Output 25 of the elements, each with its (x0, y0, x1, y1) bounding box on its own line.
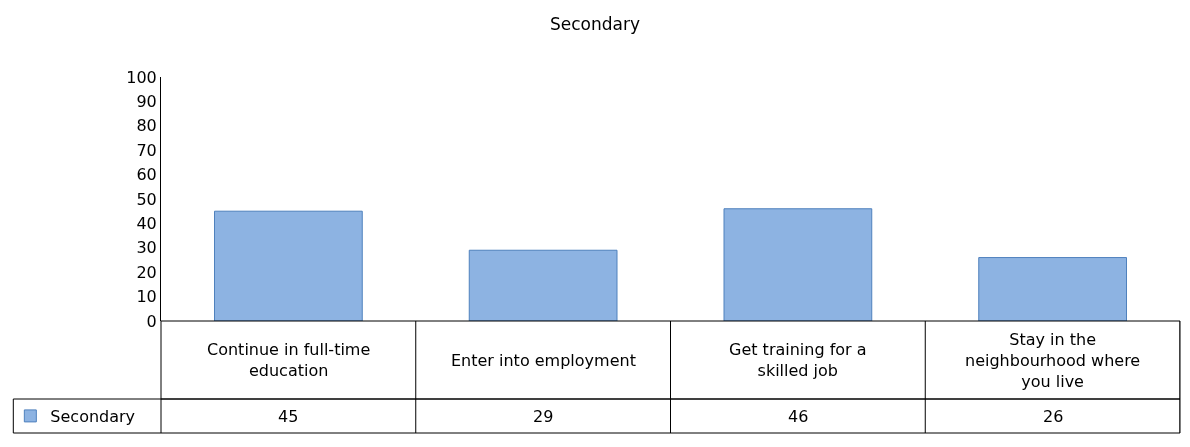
x-tick-label: Enter into employment (451, 351, 636, 370)
data-label: 45 (278, 407, 299, 426)
data-label: 26 (1043, 407, 1064, 426)
bar (978, 257, 1127, 321)
data-label: 46 (788, 407, 809, 426)
legend-label: Secondary (50, 407, 136, 427)
y-tick-label: 20 (136, 262, 157, 282)
chart-title: Secondary (549, 13, 641, 34)
y-tick-label: 30 (136, 238, 157, 258)
y-tick-label: 80 (136, 116, 157, 136)
y-tick-label: 70 (136, 140, 157, 160)
y-tick-label: 10 (136, 287, 157, 307)
y-tick-label: 50 (136, 189, 157, 209)
y-tick-label: 60 (136, 165, 157, 185)
bar (723, 208, 873, 321)
y-tick-label: 100 (126, 67, 157, 87)
y-tick-label: 40 (136, 214, 157, 233)
y-tick-label: 90 (136, 92, 157, 111)
x-tick-label: Stay in the neighbourhood where you live (965, 330, 1141, 391)
data-label: 29 (533, 407, 554, 426)
bar (468, 249, 618, 321)
y-tick-label: 0 (146, 311, 157, 331)
x-tick-label: Continue in full-time education (207, 340, 371, 380)
x-tick-label: Get training for a skilled job (729, 340, 867, 380)
bar (214, 210, 363, 321)
